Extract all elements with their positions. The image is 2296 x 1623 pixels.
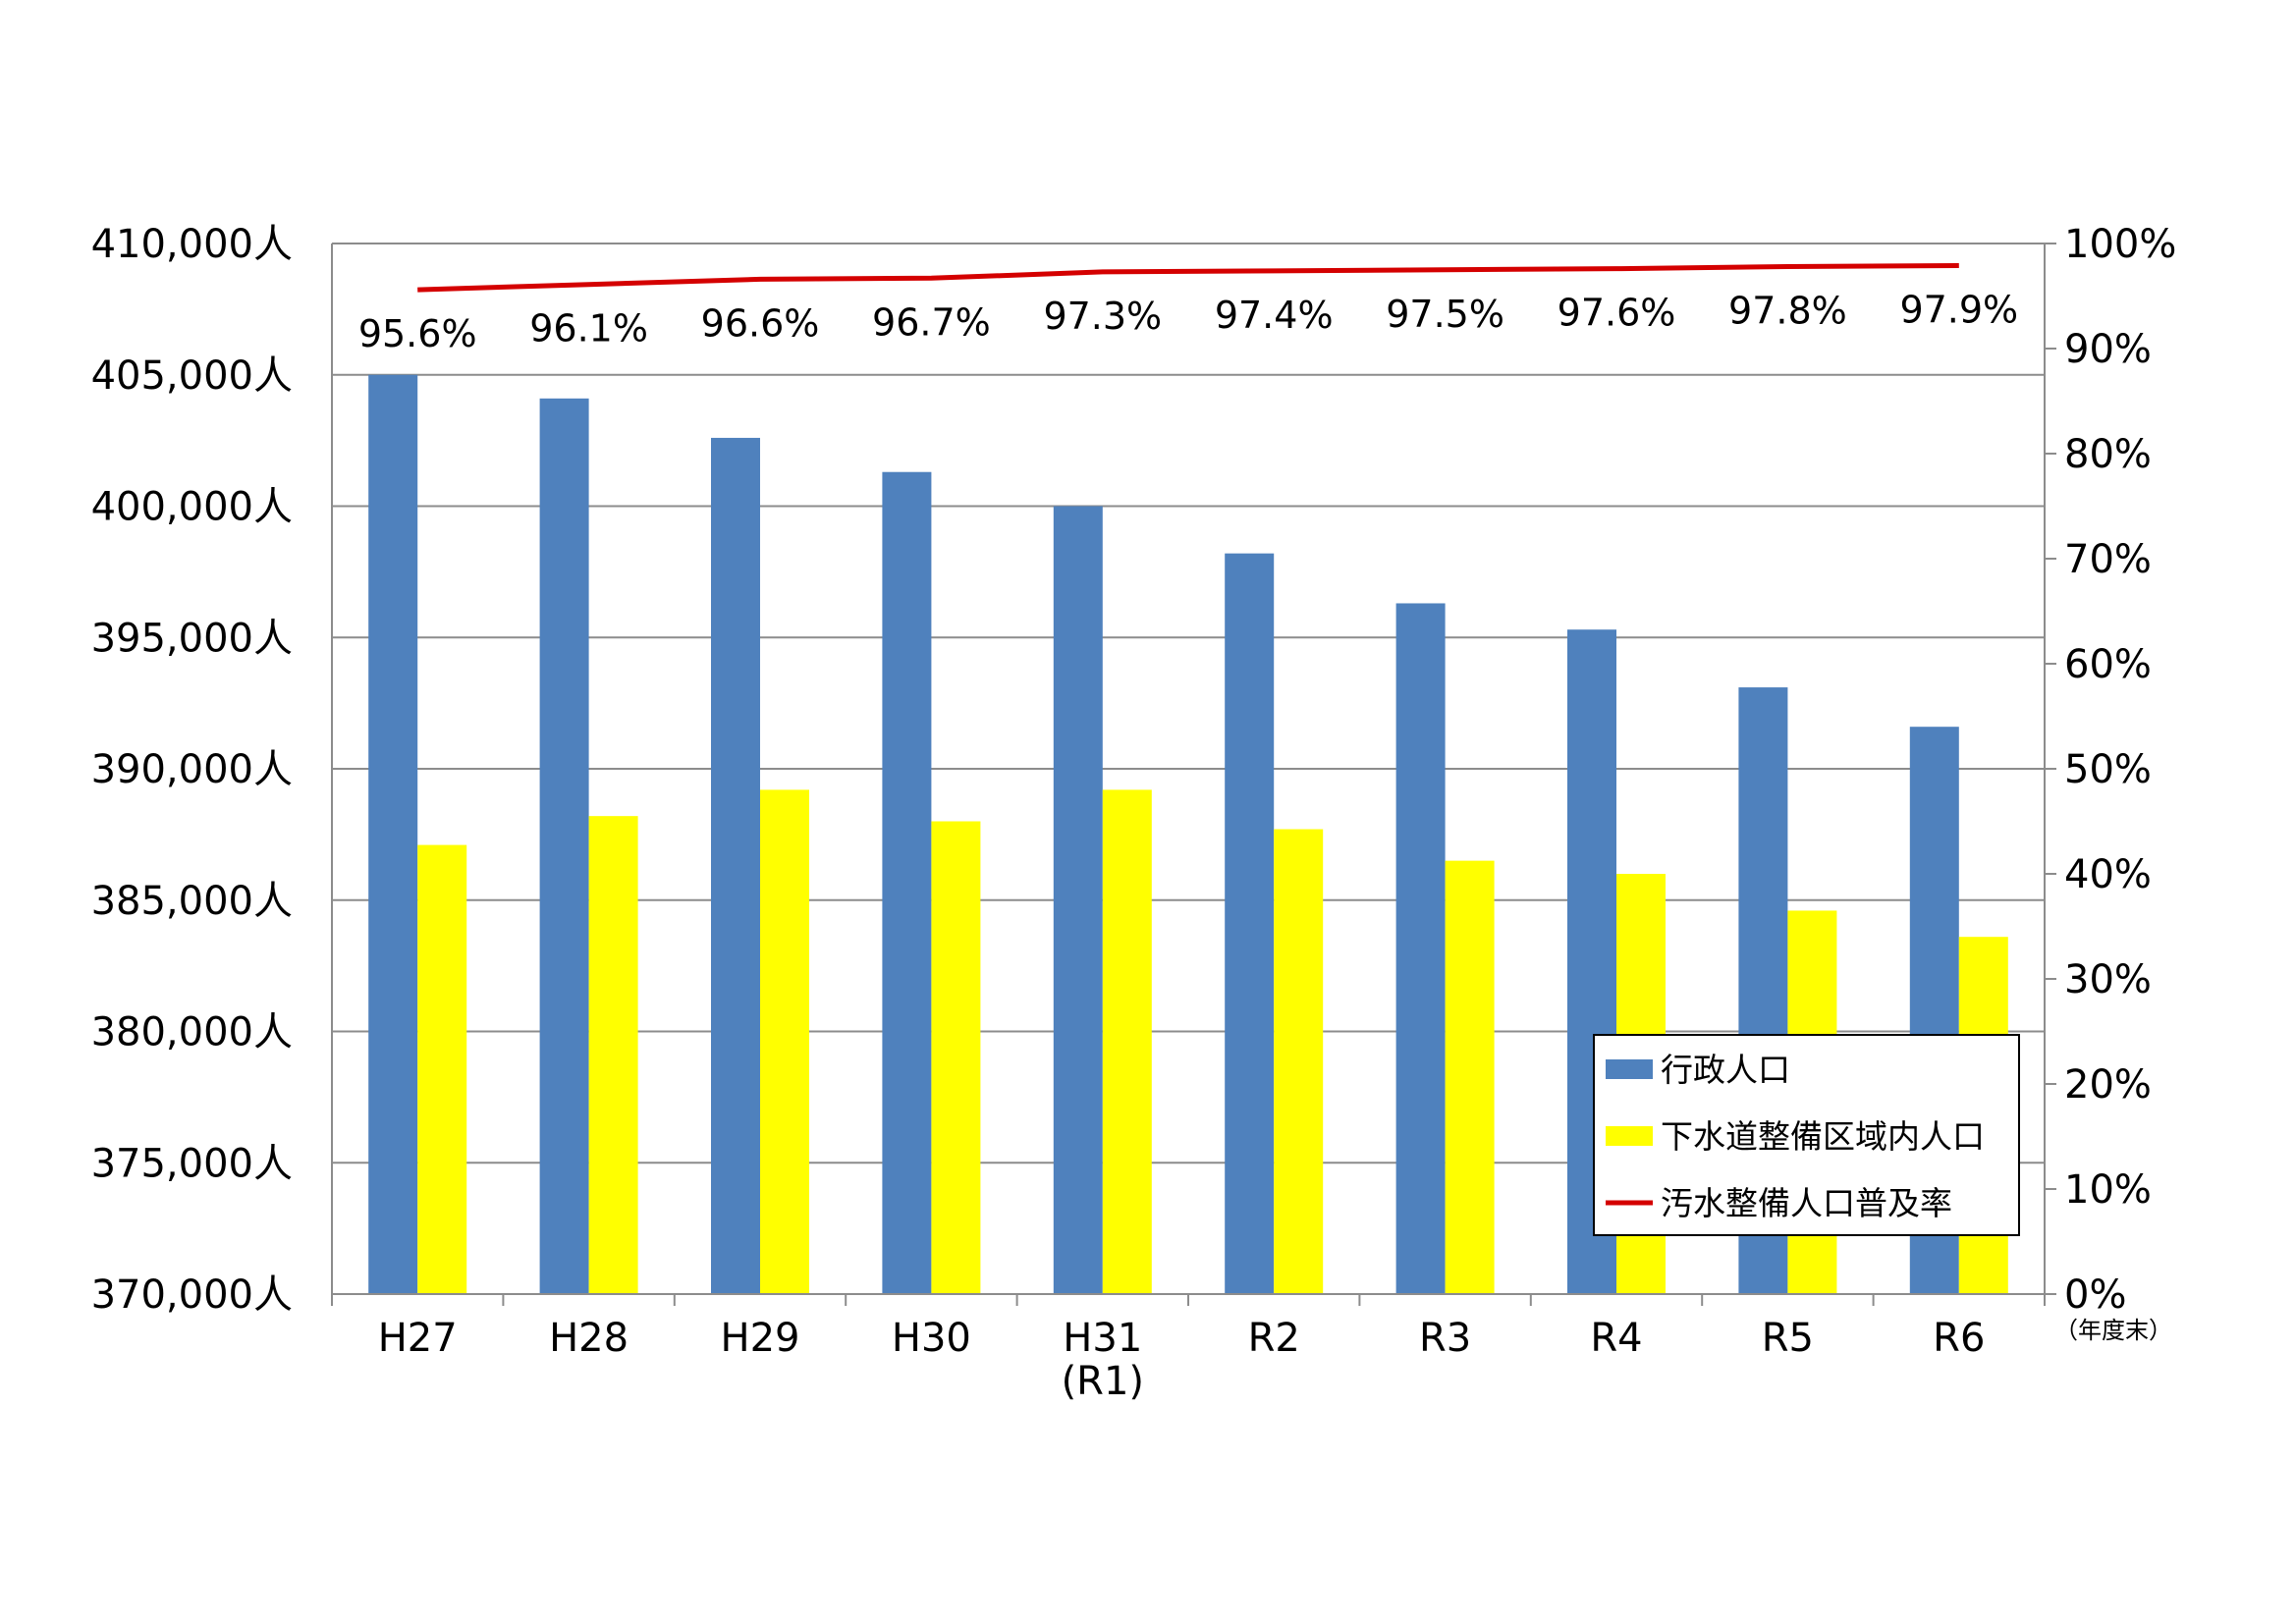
y-right-tick-label: 0%: [2064, 1272, 2126, 1318]
x-tick-label: H28: [549, 1316, 629, 1361]
legend-box: [1593, 1034, 2020, 1236]
y-right-tick-label: 90%: [2064, 327, 2152, 372]
bar-admin-population: [1225, 553, 1275, 1294]
bar-sewer-area-population: [1445, 860, 1495, 1294]
y-left-tick-label: 410,000人: [91, 222, 293, 267]
bar-sewer-area-population: [1274, 829, 1324, 1294]
y-left-tick-label: 385,000人: [91, 879, 293, 924]
legend-swatch-admin: [1606, 1059, 1653, 1079]
x-tick-label: R3: [1419, 1316, 1471, 1361]
y-left-tick-label: 370,000人: [91, 1272, 293, 1318]
y-right-tick-label: 50%: [2064, 747, 2152, 792]
x-tick-label: H29: [721, 1316, 800, 1361]
legend-label: 下水道整備区域内人口: [1661, 1117, 1985, 1156]
legend-label: 汚水整備人口普及率: [1661, 1184, 1952, 1222]
bar-admin-population: [368, 374, 418, 1294]
x-tick-label: R6: [1933, 1316, 1985, 1361]
legend-label: 行政人口: [1661, 1051, 1790, 1089]
bar-admin-population: [539, 398, 589, 1294]
y-left-tick-label: 395,000人: [91, 616, 293, 661]
bar-sewer-area-population: [760, 789, 809, 1294]
rate-data-label: 97.5%: [1386, 293, 1504, 336]
y-right-tick-label: 70%: [2064, 537, 2152, 582]
y-right-tick-label: 10%: [2064, 1167, 2152, 1213]
axes: [331, 243, 2056, 1306]
x-axis-unit-label: （年度末）: [2054, 1317, 2172, 1344]
bar-admin-population: [1053, 506, 1103, 1294]
y-right-tick-label: 30%: [2064, 957, 2152, 1002]
x-tick-label: H31 (R1): [1062, 1316, 1144, 1404]
y-left-tick-label: 405,000人: [91, 353, 293, 399]
rate-data-label: 96.6%: [701, 301, 820, 345]
y-left-tick-label: 390,000人: [91, 747, 293, 792]
rate-data-label: 97.9%: [1899, 288, 2018, 331]
rate-data-label: 95.6%: [358, 312, 477, 355]
bar-admin-population: [882, 471, 932, 1295]
rate-line: [417, 262, 1959, 293]
y-left-tick-label: 400,000人: [91, 485, 293, 530]
x-tick-label: H30: [892, 1316, 971, 1361]
y-right-tick-label: 20%: [2064, 1062, 2152, 1108]
bar-admin-population: [711, 437, 760, 1294]
x-tick-label: R2: [1248, 1316, 1300, 1361]
y-right-tick-label: 100%: [2064, 222, 2176, 267]
rate-data-label: 97.8%: [1728, 290, 1847, 333]
tick-labels: 370,000人 375,000人 380,000人 385,000人 390,000人…: [91, 222, 2177, 1404]
y-left-tick-label: 380,000人: [91, 1010, 293, 1055]
x-tick-label: R5: [1762, 1316, 1814, 1361]
rate-data-label: 96.7%: [872, 300, 991, 344]
bar-sewer-area-population: [931, 821, 981, 1294]
rate-line-series: [417, 262, 1959, 293]
bar-admin-population: [1395, 603, 1446, 1294]
bar-sewer-area-population: [417, 844, 467, 1294]
x-tick-label: H27: [378, 1316, 458, 1361]
rate-data-label: 97.6%: [1558, 292, 1676, 335]
y-right-tick-label: 40%: [2064, 852, 2152, 897]
y-right-tick-label: 80%: [2064, 432, 2152, 477]
rate-data-label: 96.1%: [529, 307, 648, 351]
bar-sewer-area-population: [588, 816, 638, 1294]
legend-swatch-sewer: [1606, 1126, 1653, 1146]
rate-data-label: 97.4%: [1215, 294, 1334, 337]
x-tick-label: R4: [1590, 1316, 1642, 1361]
rate-data-label: 97.3%: [1043, 295, 1162, 338]
bar-sewer-area-population: [1102, 789, 1152, 1294]
y-left-tick-label: 375,000人: [91, 1141, 293, 1186]
y-right-tick-label: 60%: [2064, 642, 2152, 687]
